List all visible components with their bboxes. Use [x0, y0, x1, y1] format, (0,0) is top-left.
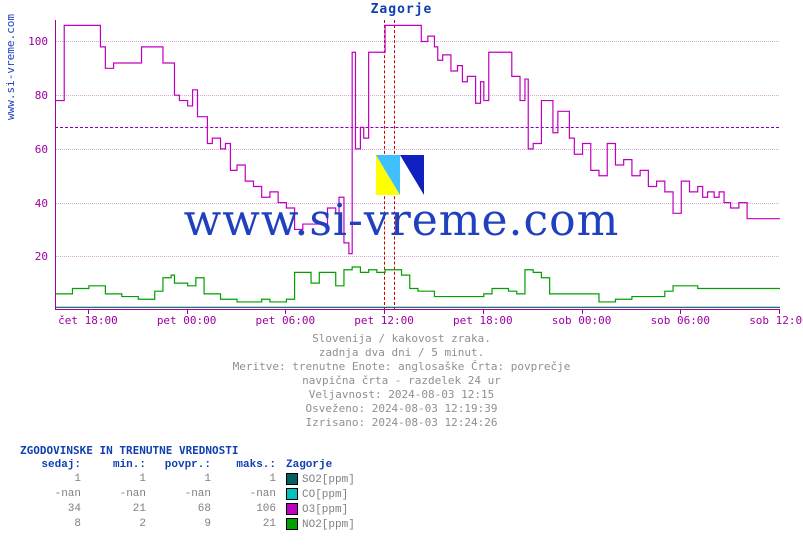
table-series-label: O3[ppm] [282, 503, 380, 516]
table-col-header: maks.: [217, 459, 280, 471]
table-col-header: sedaj: [22, 459, 85, 471]
y-tick-label: 60 [8, 143, 48, 156]
table-cell: 2 [87, 518, 150, 531]
table-cell: 1 [22, 473, 85, 486]
x-tick-label: čet 18:00 [48, 314, 128, 327]
table-series-label: NO2[ppm] [282, 518, 380, 531]
table-cell: 1 [217, 473, 280, 486]
table-cell: -nan [217, 488, 280, 501]
caption-line: Osveženo: 2024-08-03 12:19:39 [0, 402, 803, 415]
table-cell: -nan [87, 488, 150, 501]
x-tick-label: sob 12:00 [739, 314, 803, 327]
table-heading: ZGODOVINSKE IN TRENUTNE VREDNOSTI [20, 444, 382, 457]
caption-line: Meritve: trenutne Enote: anglosaške Črta… [0, 360, 803, 373]
caption-line: Slovenija / kakovost zraka. [0, 332, 803, 345]
table-col-header: povpr.: [152, 459, 215, 471]
chart-canvas: Zagorje www.si-vreme.com 20 40 60 80 100 čet… [0, 0, 803, 550]
caption-line: navpična črta - razdelek 24 ur [0, 374, 803, 387]
caption-line: Izrisano: 2024-08-03 12:24:26 [0, 416, 803, 429]
x-tick-label: pet 12:00 [344, 314, 424, 327]
table-cell: 1 [87, 473, 150, 486]
caption-line: zadnja dva dni / 5 minut. [0, 346, 803, 359]
y-tick-label: 100 [8, 35, 48, 48]
table-cell: 1 [152, 473, 215, 486]
y-tick-label: 80 [8, 89, 48, 102]
caption-line: Veljavnost: 2024-08-03 12:15 [0, 388, 803, 401]
table-series-label: SO2[ppm] [282, 473, 380, 486]
x-tick-label: pet 06:00 [245, 314, 325, 327]
color-swatch-icon [286, 473, 298, 485]
values-table: ZGODOVINSKE IN TRENUTNE VREDNOSTI sedaj:… [20, 444, 382, 533]
table-col-header: Zagorje [282, 459, 380, 471]
table-series-label: CO[ppm] [282, 488, 380, 501]
series-o3 [56, 25, 780, 253]
table-cell: 34 [22, 503, 85, 516]
color-swatch-icon [286, 518, 298, 530]
table-cell: -nan [152, 488, 215, 501]
x-tick-label: pet 18:00 [443, 314, 523, 327]
table-col-header: min.: [87, 459, 150, 471]
table-cell: -nan [22, 488, 85, 501]
y-axis-link[interactable]: www.si-vreme.com [4, 14, 17, 120]
table-cell: 9 [152, 518, 215, 531]
table-cell: 21 [217, 518, 280, 531]
table-cell: 21 [87, 503, 150, 516]
chart-title: Zagorje [0, 2, 803, 17]
x-tick-label: sob 00:00 [542, 314, 622, 327]
series-no2 [56, 267, 780, 302]
y-tick-label: 40 [8, 197, 48, 210]
y-tick-label: 20 [8, 250, 48, 263]
table-cell: 106 [217, 503, 280, 516]
table-cell: 68 [152, 503, 215, 516]
x-tick-label: pet 00:00 [147, 314, 227, 327]
color-swatch-icon [286, 488, 298, 500]
logo-icon [376, 155, 424, 195]
color-swatch-icon [286, 503, 298, 515]
x-tick-label: sob 06:00 [640, 314, 720, 327]
table-cell: 8 [22, 518, 85, 531]
